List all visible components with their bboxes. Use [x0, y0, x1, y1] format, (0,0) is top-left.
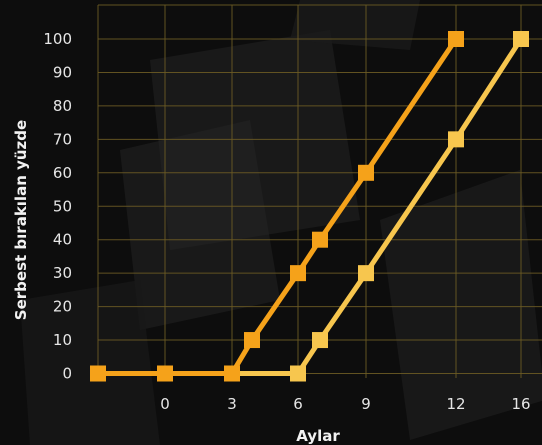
data-point-marker: [90, 365, 106, 382]
y-tick-label: 90: [53, 63, 72, 81]
x-axis-ticks: 0 3 6 9 12 16: [160, 395, 530, 413]
gridlines: [97, 4, 542, 378]
data-point-marker: [448, 31, 464, 47]
y-tick-label: 60: [53, 164, 72, 182]
series-layer: [90, 31, 529, 382]
x-tick-label: 0: [160, 395, 170, 413]
data-point-marker: [290, 365, 306, 382]
background-shape: [290, 0, 420, 50]
x-axis-title: Aylar: [296, 427, 340, 445]
y-tick-label: 10: [53, 331, 72, 349]
series-1: [90, 31, 464, 382]
y-tick-label: 30: [53, 264, 72, 282]
data-point-marker: [157, 365, 173, 382]
y-tick-label: 80: [53, 97, 72, 115]
x-tick-label: 9: [361, 395, 371, 413]
y-tick-label: 20: [53, 298, 72, 316]
series-line: [229, 36, 524, 376]
data-point-marker: [448, 131, 464, 148]
y-axis-ticks: 0 10 20 30 40 50 60 70 80 90 100: [43, 30, 72, 383]
y-tick-label: 50: [53, 197, 72, 215]
x-tick-label: 3: [227, 395, 237, 413]
data-point-marker: [290, 265, 306, 282]
data-point-marker: [358, 164, 374, 181]
data-point-marker: [358, 265, 374, 282]
y-tick-label: 70: [53, 130, 72, 148]
data-point-marker: [312, 231, 328, 248]
series-2: [224, 31, 529, 382]
y-tick-label: 0: [62, 365, 72, 383]
data-point-marker: [312, 332, 328, 349]
y-axis-title: Serbest bırakılan yüzde: [12, 120, 30, 320]
background-shape: [20, 280, 160, 445]
series-line: [95, 36, 459, 376]
background-shape: [380, 170, 542, 440]
x-tick-label: 6: [293, 395, 303, 413]
data-point-marker: [244, 332, 260, 349]
x-tick-label: 12: [446, 395, 465, 413]
data-point-marker: [513, 31, 529, 47]
y-tick-label: 100: [43, 30, 72, 48]
data-point-marker: [224, 365, 240, 382]
y-tick-label: 40: [53, 231, 72, 249]
x-tick-label: 16: [511, 395, 530, 413]
